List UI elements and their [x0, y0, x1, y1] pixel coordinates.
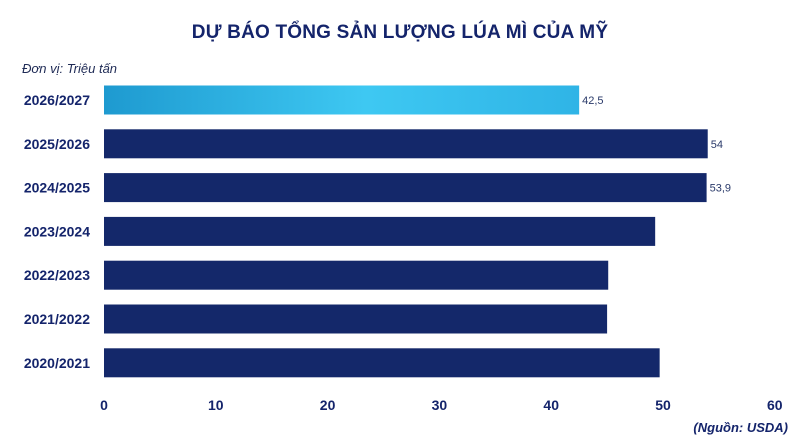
category-label: 2024/2025 — [24, 180, 90, 196]
category-label: 2026/2027 — [24, 92, 90, 108]
x-tick-label: 50 — [655, 397, 671, 413]
bar-2025-2026 — [104, 129, 708, 159]
category-labels: 2026/2027 2025/2026 2024/2025 2023/2024 2022… — [24, 92, 90, 371]
x-tick-label: 60 — [767, 397, 783, 413]
x-tick-label: 30 — [432, 397, 448, 413]
category-label: 2022/2023 — [24, 267, 90, 283]
bar-2023-2024 — [104, 216, 656, 246]
bar-2021-2022 — [104, 304, 608, 334]
bar-2022-2023 — [104, 260, 609, 290]
bars-group — [104, 85, 708, 378]
bar-2024-2025 — [104, 173, 707, 203]
x-tick-label: 10 — [208, 397, 224, 413]
category-label: 2023/2024 — [24, 223, 90, 239]
x-tick-label: 40 — [543, 397, 559, 413]
unit-label: Đơn vị: Triệu tấn — [22, 61, 118, 76]
bar-2020-2021 — [104, 348, 660, 378]
category-label: 2021/2022 — [24, 311, 90, 327]
x-axis-ticks: 0 10 20 30 40 50 60 — [100, 397, 783, 413]
chart-title: DỰ BÁO TỔNG SẢN LƯỢNG LÚA MÌ CỦA MỸ — [191, 22, 609, 43]
x-tick-label: 20 — [320, 397, 336, 413]
category-label: 2020/2021 — [24, 355, 90, 371]
data-label: 54 — [711, 139, 723, 151]
data-label: 53,9 — [710, 183, 731, 195]
category-label: 2025/2026 — [24, 136, 90, 152]
data-label: 42,5 — [582, 95, 603, 107]
x-tick-label: 0 — [100, 397, 108, 413]
source-note: (Nguồn: USDA) — [693, 420, 788, 435]
data-labels: 42,5 54 53,9 — [582, 95, 731, 195]
bar-2026-2027 — [104, 85, 580, 115]
